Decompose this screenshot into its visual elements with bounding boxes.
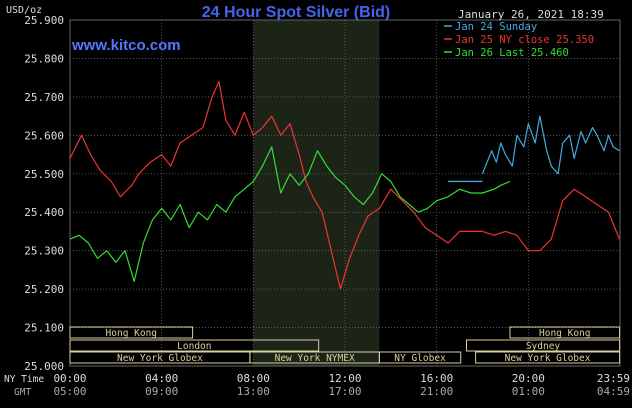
x-tick-label-gmt: 13:00 [237,385,270,398]
session-label: Hong Kong [539,328,590,339]
session-label: New York Globex [505,353,591,364]
session-bar [378,351,462,364]
series-line [481,115,620,175]
chart-title: 24 Hour Spot Silver (Bid) [202,4,390,21]
timestamp: January 26, 2021 18:39 [458,8,604,21]
y-tick-label: 25.300 [24,245,64,258]
y-tick-label: 25.800 [24,52,64,65]
session-bar [69,339,320,352]
session-bar [465,339,621,352]
legend-entry: Jan 25 NY close 25.350 [455,34,594,46]
y-tick-label: 25.700 [24,91,64,104]
x-tick-label-gmt: 17:00 [328,385,361,398]
nymex-session-band [253,20,380,366]
session-label: Hong Kong [106,328,157,339]
y-tick-label: 25.900 [24,14,64,27]
x-tick-label-gmt: 04:59 [597,385,630,398]
session-bar [509,326,621,339]
series-line [69,80,621,290]
gridlines [69,19,621,367]
x-tick-label-ny: 12:00 [328,372,361,385]
y-axis: 25.900 25.800 25.700 25.600 25.500 25.400 25.3… [24,14,64,373]
y-tick-label: 25.100 [24,322,64,335]
y-tick-label: 25.500 [24,168,64,181]
legend-entry: Jan 24 Sunday [455,21,537,33]
y-tick-label: 25.200 [24,283,64,296]
session-label: Sydney [526,341,561,352]
x-row-label-gmt: GMT [14,387,31,398]
session-label: London [177,341,211,352]
x-tick-label-ny: 16:00 [420,372,453,385]
x-tick-label-gmt: 09:00 [145,385,178,398]
y-tick-label: 25.600 [24,129,64,142]
x-tick-label-ny: 04:00 [145,372,178,385]
session-label: New York NYMEX [275,353,355,364]
x-tick-label-ny: 20:00 [512,372,545,385]
series-lines [69,80,621,290]
x-tick-label-ny: 08:00 [237,372,270,385]
y-tick-label: 25.400 [24,206,64,219]
watermark: www.kitco.com [71,37,181,54]
x-tick-label-gmt: 05:00 [53,385,86,398]
legend-entry: Jan 26 Last 25.460 [455,47,569,59]
session-bar [69,326,194,339]
x-row-label-ny: NY Time [4,374,44,385]
x-tick-label-ny: 00:00 [53,372,86,385]
session-bar [475,351,621,364]
y-axis-unit: USD/oz [6,5,42,16]
y-tick-label: 25.000 [24,360,64,373]
session-label: NY Globex [394,353,446,364]
x-tick-label-gmt: 21:00 [420,385,453,398]
x-tick-label-ny: 23:59 [597,372,630,385]
session-label: New York Globex [117,353,203,364]
series-line [69,146,511,282]
x-tick-label-gmt: 01:00 [512,385,545,398]
